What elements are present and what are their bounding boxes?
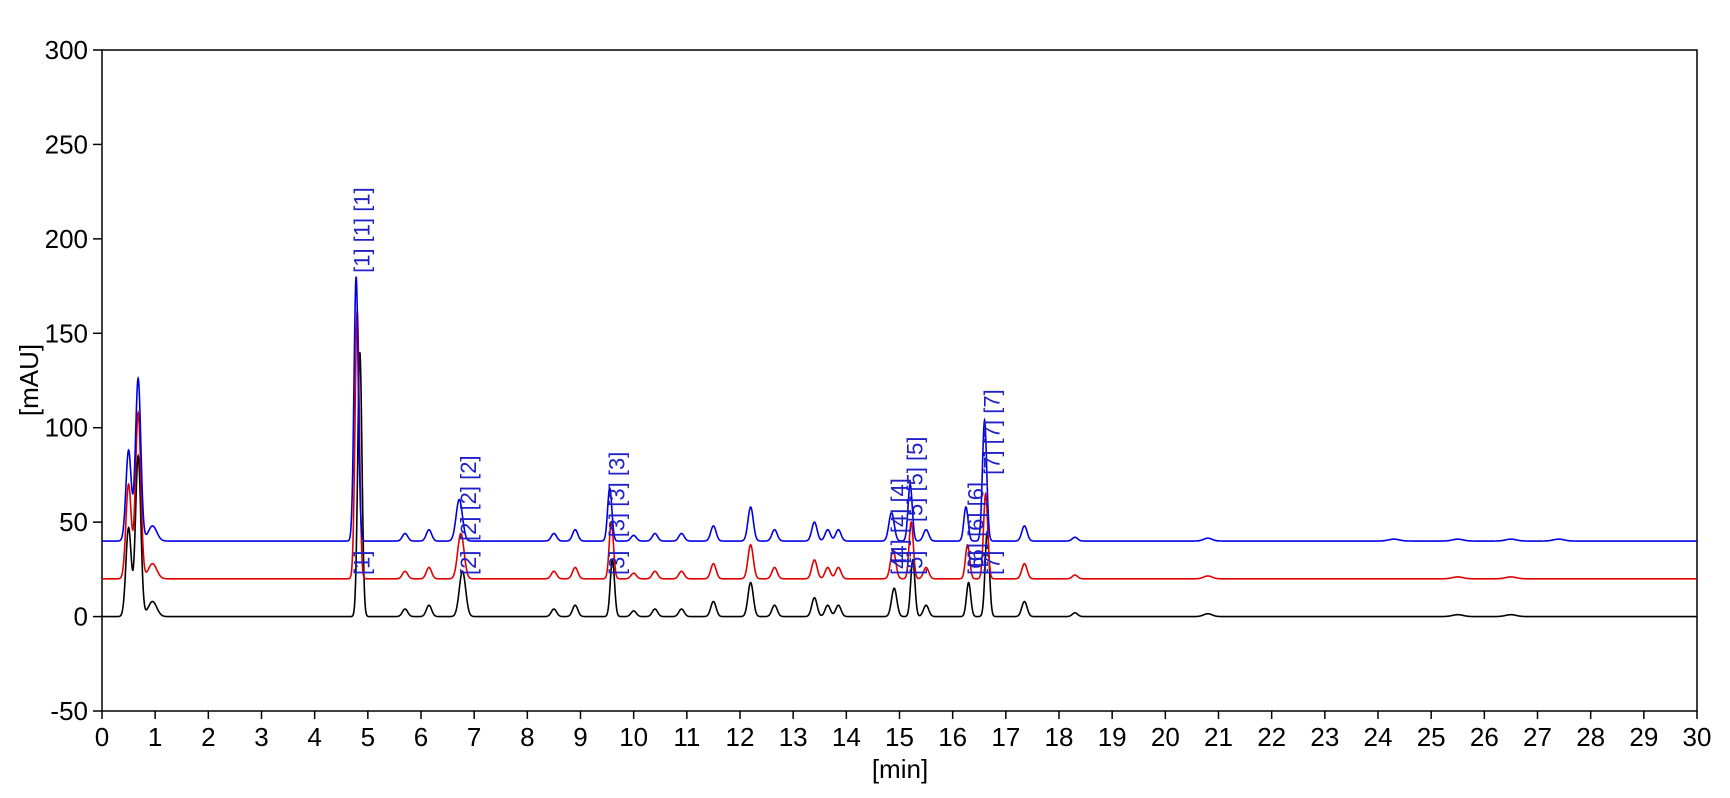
y-tick-label: 200	[45, 224, 88, 254]
x-tick-label: 17	[991, 722, 1020, 752]
x-axis-title: [min]	[872, 754, 928, 784]
peak-label: [6] [6] [6]	[964, 482, 989, 568]
x-tick-label: 1	[148, 722, 162, 752]
x-tick-label: 19	[1098, 722, 1127, 752]
peak-label: [5] [5] [5]	[903, 436, 928, 522]
peak-label: [4] [4] [4]	[887, 478, 912, 564]
x-tick-label: 29	[1629, 722, 1658, 752]
peak-label: [7]	[980, 551, 1005, 575]
y-axis: -50 0 50 100 150 200 250 300	[45, 35, 102, 726]
x-tick-label: 4	[307, 722, 321, 752]
x-tick-label: 24	[1364, 722, 1393, 752]
trace-line-0	[102, 352, 1697, 618]
trace-line-2	[102, 276, 1697, 542]
y-tick-label: 100	[45, 413, 88, 443]
peak-label: [1] [1] [1]	[350, 187, 375, 273]
x-tick-label: 9	[573, 722, 587, 752]
peak-label: [2]	[456, 551, 481, 575]
x-tick-label: 28	[1576, 722, 1605, 752]
peak-label: [2] [2] [2]	[456, 455, 481, 541]
x-tick-label: 8	[520, 722, 534, 752]
x-tick-label: 7	[467, 722, 481, 752]
x-tick-label: 21	[1204, 722, 1233, 752]
peak-label: [6]	[964, 551, 989, 575]
peak-labels: [1] [2] [3] [4][5] [6][7] [1] [1] [1] [2] [2] …	[350, 187, 1005, 575]
x-tick-label: 5	[361, 722, 375, 752]
y-tick-label: 50	[59, 507, 88, 537]
x-tick-label: 15	[885, 722, 914, 752]
x-tick-label: 6	[414, 722, 428, 752]
peak-label: [3] [3] [3]	[605, 452, 630, 538]
y-tick-label: 250	[45, 129, 88, 159]
traces	[102, 276, 1697, 618]
peak-label: [4]	[887, 551, 912, 575]
peak-label: [3]	[605, 551, 630, 575]
x-tick-label: 18	[1045, 722, 1074, 752]
x-tick-label: 25	[1417, 722, 1446, 752]
peak-label: [7] [7] [7]	[980, 389, 1005, 475]
x-tick-label: 13	[779, 722, 808, 752]
x-tick-label: 12	[726, 722, 755, 752]
x-tick-label: 10	[619, 722, 648, 752]
x-tick-label: 20	[1151, 722, 1180, 752]
x-tick-label: 27	[1523, 722, 1552, 752]
x-axis: 0 1 2 3 4 5 6 7 8 9 10 11 12 13 14 15 16 17 18 19 20 21 22 23 24…	[95, 711, 1712, 752]
x-tick-label: 3	[254, 722, 268, 752]
x-tick-label: 23	[1310, 722, 1339, 752]
x-tick-label: 16	[938, 722, 967, 752]
y-axis-title: [mAU]	[14, 344, 44, 416]
x-tick-label: 11	[673, 722, 700, 752]
x-tick-label: 0	[95, 722, 109, 752]
x-tick-label: 30	[1683, 722, 1712, 752]
peak-label: [5]	[903, 551, 928, 575]
y-tick-label: 0	[74, 602, 88, 632]
x-tick-label: 22	[1257, 722, 1286, 752]
x-tick-label: 26	[1470, 722, 1499, 752]
x-tick-label: 14	[832, 722, 861, 752]
y-tick-label: 150	[45, 318, 88, 348]
x-tick-label: 2	[201, 722, 215, 752]
y-tick-label: -50	[50, 696, 88, 726]
y-tick-label: 300	[45, 35, 88, 65]
peak-label: [1]	[350, 551, 375, 575]
trace-line-1	[102, 310, 1697, 580]
